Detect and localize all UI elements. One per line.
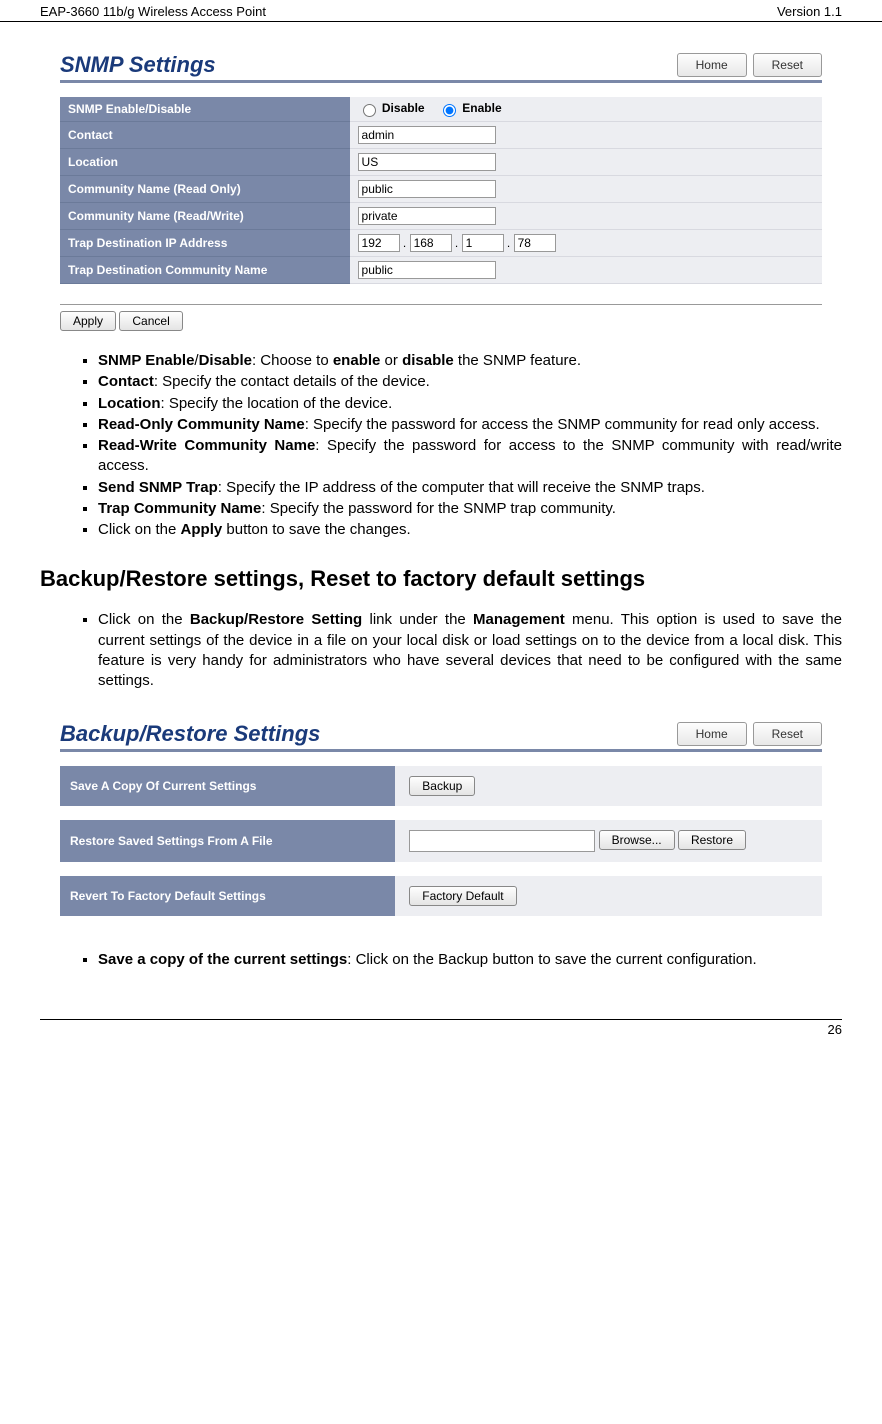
ip2-input[interactable] [410, 234, 452, 252]
t: Read-Write Community Name [98, 437, 315, 454]
disable-text: Disable [382, 101, 425, 115]
community-ro-input[interactable] [358, 180, 496, 198]
br-title: Backup/Restore Settings [60, 721, 320, 747]
t: SNMP Enable [98, 352, 194, 369]
row-trapip-label: Trap Destination IP Address [60, 230, 350, 257]
t: Send SNMP Trap [98, 479, 218, 496]
cancel-button[interactable]: Cancel [119, 311, 182, 331]
row-cro-label: Community Name (Read Only) [60, 176, 350, 203]
t: Apply [181, 521, 223, 538]
t: Click on the [98, 611, 190, 628]
enable-radio[interactable] [443, 104, 456, 117]
t: : Click on the Backup button to save the… [347, 951, 756, 968]
row-location-label: Location [60, 149, 350, 176]
snmp-table: SNMP Enable/Disable Disable Enable Conta… [60, 97, 822, 284]
row-contact-label: Contact [60, 122, 350, 149]
reset-button[interactable]: Reset [753, 722, 822, 746]
t: : Specify the location of the device. [161, 395, 393, 412]
t: Read-Only Community Name [98, 416, 305, 433]
ip3-input[interactable] [462, 234, 504, 252]
reset-button[interactable]: Reset [753, 53, 822, 77]
trap-community-input[interactable] [358, 261, 496, 279]
br-restore-label: Restore Saved Settings From A File [60, 820, 395, 862]
bullet-trap: Send SNMP Trap: Specify the IP address o… [98, 478, 842, 498]
bullet-rw: Read-Write Community Name: Specify the p… [98, 436, 842, 477]
enable-text: Enable [462, 101, 501, 115]
t: Save a copy of the current settings [98, 951, 347, 968]
t: Click on the [98, 521, 181, 538]
restore-button[interactable]: Restore [678, 830, 746, 850]
bullet-enable: SNMP Enable/Disable: Choose to enable or… [98, 351, 842, 371]
backup-intro-list: Click on the Backup/Restore Setting link… [40, 610, 842, 691]
t: enable [333, 352, 381, 369]
bullet-contact: Contact: Specify the contact details of … [98, 372, 842, 392]
page-header: EAP-3660 11b/g Wireless Access Point Ver… [0, 0, 882, 22]
location-input[interactable] [358, 153, 496, 171]
t: : Specify the IP address of the computer… [218, 479, 705, 496]
community-rw-input[interactable] [358, 207, 496, 225]
t: : Choose to [252, 352, 333, 369]
row-enable-value: Disable Enable [350, 97, 822, 122]
t: : Specify the contact details of the dev… [154, 373, 430, 390]
row-crw-label: Community Name (Read/Write) [60, 203, 350, 230]
t: Disable [199, 352, 252, 369]
t: : Specify the password for access the SN… [305, 416, 820, 433]
ip4-input[interactable] [514, 234, 556, 252]
br-save-label: Save A Copy Of Current Settings [60, 766, 395, 806]
br-factory-label: Revert To Factory Default Settings [60, 876, 395, 916]
br-top-buttons: Home Reset [677, 722, 822, 746]
bullet-save-copy: Save a copy of the current settings: Cli… [98, 950, 842, 970]
br-factory-val: Factory Default [395, 876, 822, 916]
backup-button[interactable]: Backup [409, 776, 475, 796]
apply-button[interactable]: Apply [60, 311, 116, 331]
browse-button[interactable]: Browse... [599, 830, 675, 850]
t: button to save the changes. [222, 521, 410, 538]
disable-radio[interactable] [363, 104, 376, 117]
t: : Specify the password for the SNMP trap… [261, 500, 616, 517]
t: Management [473, 611, 565, 628]
t: Backup/Restore Setting [190, 611, 362, 628]
header-right: Version 1.1 [777, 4, 842, 19]
snmp-title-bar: SNMP Settings Home Reset [60, 52, 822, 83]
apply-row: Apply Cancel [60, 304, 822, 331]
restore-file-input[interactable] [409, 830, 595, 852]
row-trapip-value: . . . [350, 230, 822, 257]
ip1-input[interactable] [358, 234, 400, 252]
row-trapcomm-label: Trap Destination Community Name [60, 257, 350, 284]
header-left: EAP-3660 11b/g Wireless Access Point [40, 4, 266, 19]
bullet-ro: Read-Only Community Name: Specify the pa… [98, 415, 842, 435]
t: disable [402, 352, 454, 369]
contact-input[interactable] [358, 126, 496, 144]
t: the SNMP feature. [454, 352, 581, 369]
bullet-backup-intro: Click on the Backup/Restore Setting link… [98, 610, 842, 691]
br-restore-val: Browse... Restore [395, 820, 822, 862]
t: Contact [98, 373, 154, 390]
br-title-bar: Backup/Restore Settings Home Reset [60, 721, 822, 752]
page-footer: 26 [40, 1019, 842, 1037]
snmp-settings-panel: SNMP Settings Home Reset SNMP Enable/Dis… [60, 52, 822, 331]
t: Trap Community Name [98, 500, 261, 517]
snmp-top-buttons: Home Reset [677, 53, 822, 77]
home-button[interactable]: Home [677, 53, 747, 77]
snmp-description-list: SNMP Enable/Disable: Choose to enable or… [40, 351, 842, 540]
row-enable-label: SNMP Enable/Disable [60, 97, 350, 122]
bullet-trapcomm: Trap Community Name: Specify the passwor… [98, 499, 842, 519]
br-save-val: Backup [395, 766, 822, 806]
section-heading: Backup/Restore settings, Reset to factor… [40, 566, 842, 592]
bullet-location: Location: Specify the location of the de… [98, 394, 842, 414]
factory-default-button[interactable]: Factory Default [409, 886, 516, 906]
snmp-title: SNMP Settings [60, 52, 216, 78]
t: Location [98, 395, 161, 412]
t: or [380, 352, 402, 369]
backup-note-list: Save a copy of the current settings: Cli… [40, 950, 842, 970]
bullet-apply: Click on the Apply button to save the ch… [98, 520, 842, 540]
br-table: Save A Copy Of Current Settings Backup R… [60, 752, 822, 930]
home-button[interactable]: Home [677, 722, 747, 746]
backup-restore-panel: Backup/Restore Settings Home Reset Save … [60, 721, 822, 930]
t: link under the [362, 611, 473, 628]
page-number: 26 [828, 1022, 842, 1037]
